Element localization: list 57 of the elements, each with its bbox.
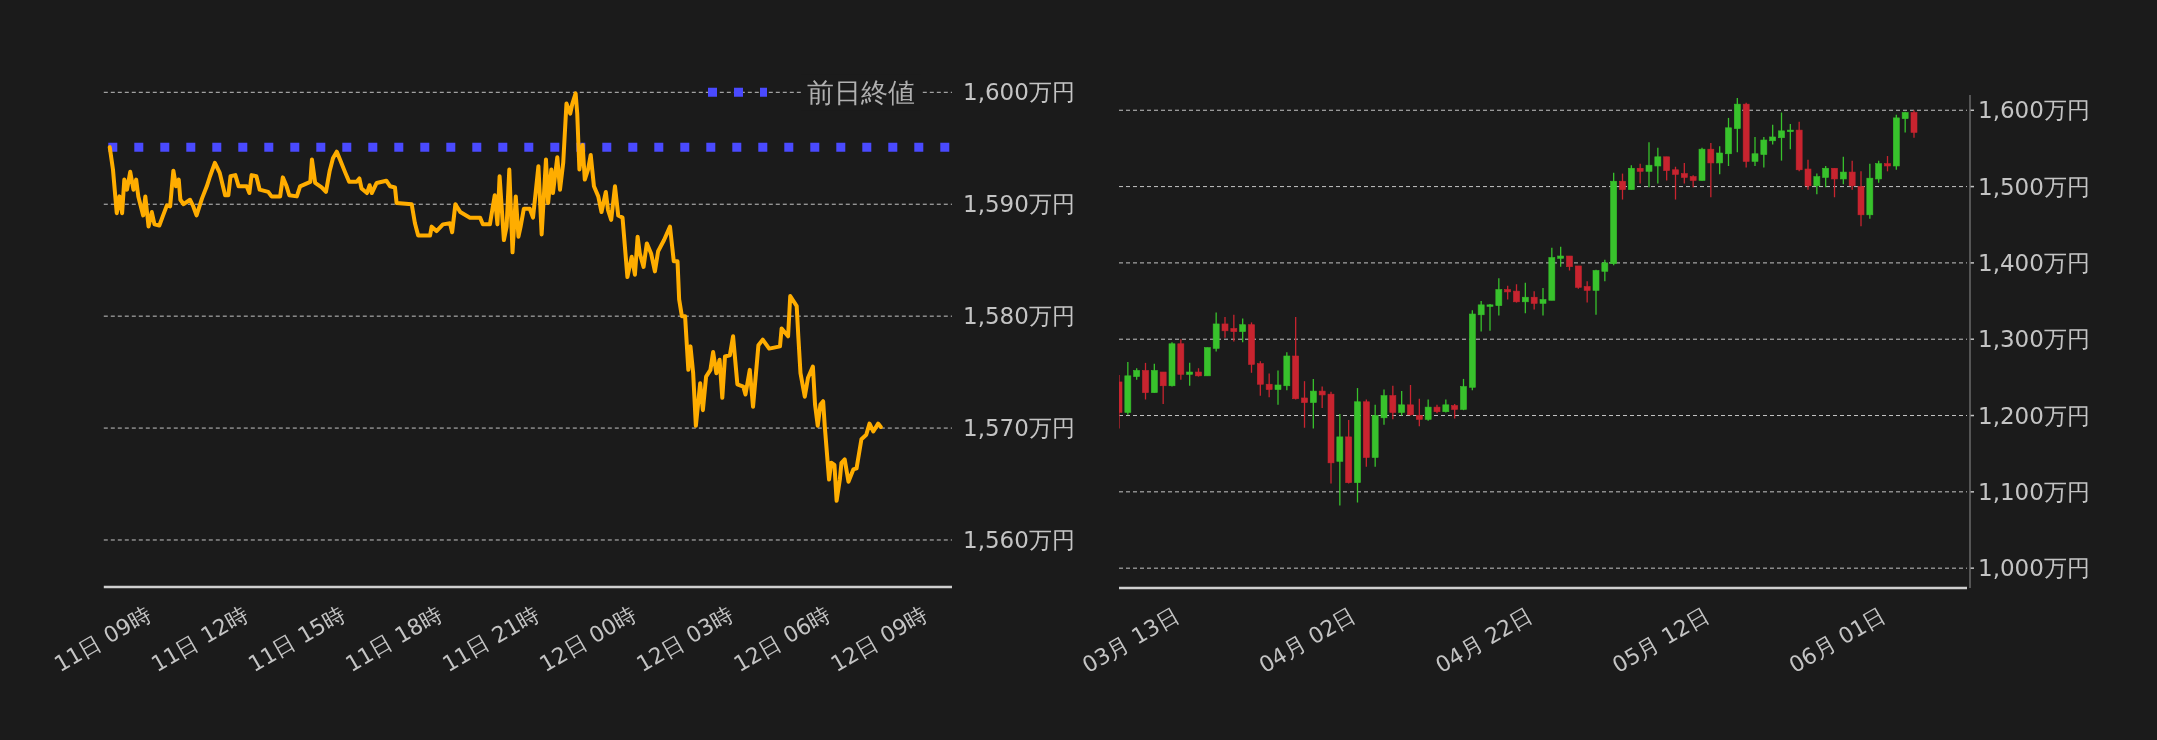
candlestick bbox=[1301, 380, 1308, 429]
candlestick bbox=[1636, 163, 1644, 185]
y-tick-label: 1,580万円 bbox=[963, 303, 1075, 330]
legend-label: 前日終値 bbox=[807, 76, 915, 108]
y-tick-label: 1,590万円 bbox=[963, 191, 1075, 218]
candlestick bbox=[1840, 156, 1847, 185]
x-tick-label: 04月 22日 bbox=[1431, 602, 1537, 678]
x-tick-label: 04月 02日 bbox=[1254, 602, 1360, 678]
y-tick-label: 1,600万円 bbox=[963, 79, 1075, 106]
candlestick bbox=[1530, 290, 1538, 311]
candlestick bbox=[1575, 265, 1582, 290]
candlestick bbox=[1389, 385, 1397, 420]
candlestick bbox=[1583, 280, 1591, 304]
candlestick bbox=[1778, 111, 1785, 162]
candlestick bbox=[1416, 398, 1423, 427]
candlestick bbox=[1142, 362, 1149, 401]
y-tick-label: 1,000万円 bbox=[1978, 555, 2090, 582]
candlestick bbox=[1716, 145, 1723, 176]
candlestick bbox=[1681, 162, 1688, 185]
y-tick-label: 1,600万円 bbox=[1978, 97, 2090, 124]
y-tick-label: 1,300万円 bbox=[1978, 326, 2090, 353]
candlestick bbox=[1910, 109, 1918, 139]
candlestick bbox=[1186, 362, 1193, 387]
candlestick bbox=[1813, 172, 1821, 195]
candlestick bbox=[1522, 282, 1529, 314]
candlestick bbox=[1257, 360, 1264, 397]
candlestick bbox=[1663, 156, 1670, 182]
y-tick-label: 1,100万円 bbox=[1978, 478, 2090, 505]
candlestick bbox=[1769, 124, 1776, 146]
candlestick bbox=[1619, 172, 1626, 201]
x-tick-label: 05月 12日 bbox=[1608, 602, 1714, 678]
candlestick bbox=[1159, 371, 1167, 405]
candlestick bbox=[1875, 159, 1882, 184]
x-tick-label: 06月 01日 bbox=[1784, 602, 1890, 678]
candlestick bbox=[1831, 167, 1838, 198]
candlestick bbox=[1672, 166, 1679, 201]
candlestick bbox=[1265, 372, 1273, 398]
y-tick-label: 1,500万円 bbox=[1978, 173, 2090, 200]
y-tick-label: 1,570万円 bbox=[963, 415, 1075, 442]
candlestick bbox=[1151, 362, 1158, 394]
candlestick bbox=[1822, 165, 1829, 188]
candlestick bbox=[1310, 378, 1317, 430]
y-tick-label: 1,200万円 bbox=[1978, 402, 2090, 429]
candlestick bbox=[1513, 283, 1520, 304]
candlestick bbox=[1398, 390, 1405, 417]
y-tick-label: 1,560万円 bbox=[963, 526, 1075, 553]
candlestick bbox=[1787, 123, 1794, 150]
candlestick bbox=[1239, 317, 1246, 343]
candlestick bbox=[1460, 378, 1467, 411]
x-tick-label: 03月 13日 bbox=[1078, 602, 1184, 678]
candlestick bbox=[1707, 142, 1715, 198]
candlestick bbox=[1848, 159, 1856, 191]
candlestick bbox=[1628, 164, 1635, 191]
candlestick bbox=[1557, 246, 1564, 268]
y-tick-label: 1,400万円 bbox=[1978, 249, 2090, 276]
candlestick bbox=[1407, 384, 1414, 417]
candlestick bbox=[1424, 398, 1432, 422]
